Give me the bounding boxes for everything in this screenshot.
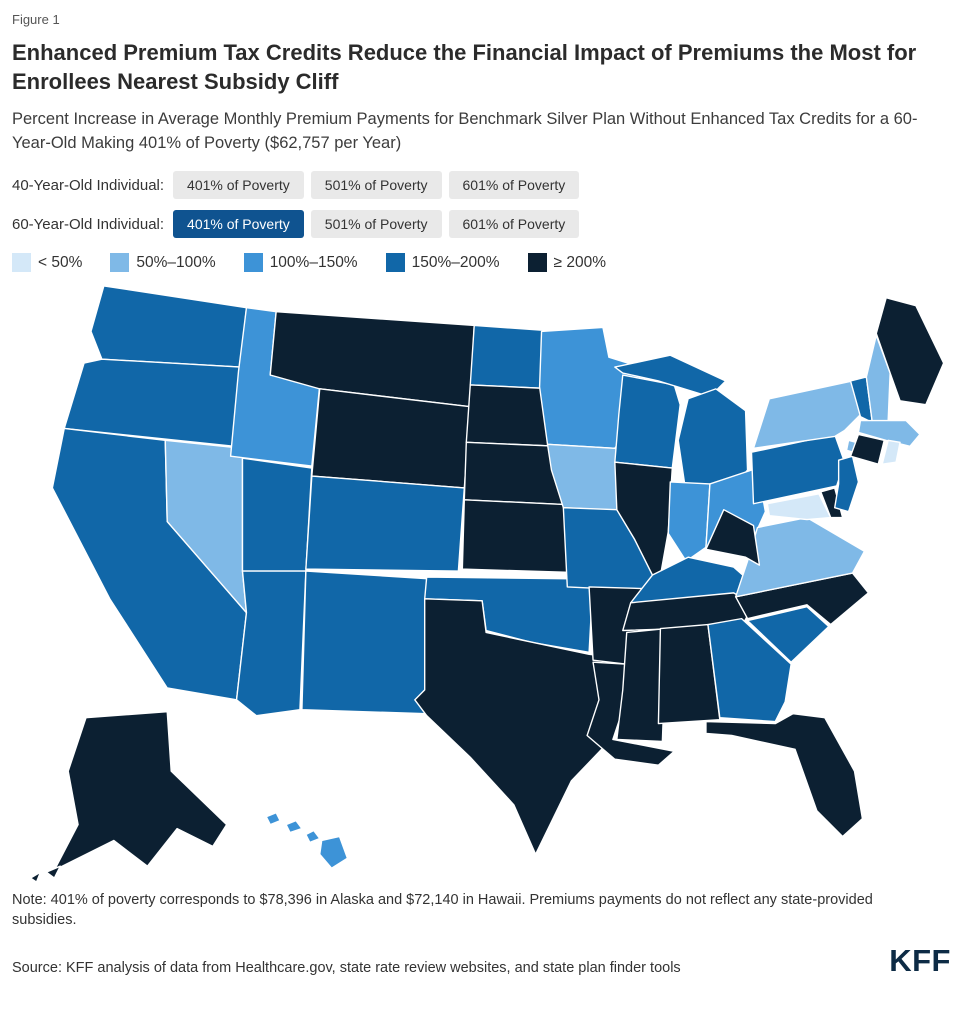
page-title: Enhanced Premium Tax Credits Reduce the … <box>12 40 917 94</box>
legend-swatch <box>12 253 31 273</box>
legend-item: 100%–150% <box>243 253 358 273</box>
state-hi[interactable] <box>285 819 303 834</box>
note-text: Note: 401% of poverty corresponds to $78… <box>12 892 873 929</box>
page: Figure 1 Enhanced Premium Tax Credits Re… <box>12 12 957 976</box>
map-legend: < 50% 50%–100% 100%–150% 150%–200% ≥ 200% <box>12 253 957 273</box>
age-control-row: 60-Year-Old Individual: 401% of Poverty 50… <box>12 210 957 239</box>
state-wa[interactable] <box>90 285 248 368</box>
poverty-option-button[interactable]: 401% of Poverty <box>173 210 304 239</box>
poverty-option-button[interactable]: 601% of Poverty <box>448 171 580 200</box>
age-poverty-controls: 40-Year-Old Individual: 401% of Poverty 50… <box>12 171 957 239</box>
state-md[interactable] <box>766 493 832 521</box>
legend-label: 100%–150% <box>269 253 358 271</box>
state-ak[interactable] <box>29 871 42 883</box>
state-ri[interactable] <box>881 439 901 465</box>
chart-subtitle: Percent Increase in Average Monthly Prem… <box>12 110 918 152</box>
state-wi[interactable] <box>614 374 681 469</box>
state-hi[interactable] <box>319 835 349 869</box>
figure-label: Figure 1 <box>12 12 60 27</box>
us-choropleth-map <box>29 285 945 883</box>
state-ak[interactable] <box>53 711 228 871</box>
legend-label: 150%–200% <box>411 253 500 271</box>
state-nj[interactable] <box>833 455 860 513</box>
legend-item: 50%–100% <box>110 253 216 273</box>
state-ct[interactable] <box>849 433 885 465</box>
legend-label: ≥ 200% <box>553 253 606 271</box>
state-hi[interactable] <box>265 812 281 826</box>
state-ga[interactable] <box>707 617 792 723</box>
state-az[interactable] <box>235 570 307 717</box>
legend-label: < 50% <box>38 253 83 271</box>
legend-label: 50%–100% <box>136 253 216 271</box>
age-control-row: 40-Year-Old Individual: 401% of Poverty 50… <box>12 171 957 200</box>
legend-swatch <box>385 253 405 273</box>
state-co[interactable] <box>305 475 466 572</box>
legend-swatch <box>243 253 263 273</box>
legend-swatch <box>527 253 547 273</box>
source-text: Source: KFF analysis of data from Health… <box>12 960 681 977</box>
legend-item: 150%–200% <box>385 253 500 273</box>
state-or[interactable] <box>63 358 242 448</box>
state-fl[interactable] <box>705 713 864 838</box>
state-de[interactable] <box>820 487 844 519</box>
state-tx[interactable] <box>414 598 622 856</box>
state-ny[interactable] <box>752 380 862 450</box>
poverty-option-button[interactable]: 501% of Poverty <box>310 171 442 200</box>
control-row-label: 40-Year-Old Individual: <box>12 176 165 194</box>
state-ak[interactable] <box>45 865 61 879</box>
legend-item: ≥ 200% <box>527 253 606 273</box>
legend-item: < 50% <box>12 253 83 273</box>
state-ma[interactable] <box>857 419 921 448</box>
state-sc[interactable] <box>746 606 830 663</box>
state-wy[interactable] <box>311 388 471 489</box>
poverty-option-button[interactable]: 501% of Poverty <box>310 210 442 239</box>
control-row-label: 60-Year-Old Individual: <box>12 215 165 233</box>
state-in[interactable] <box>667 481 711 562</box>
state-me[interactable] <box>875 297 945 406</box>
poverty-option-button[interactable]: 601% of Poverty <box>448 210 580 239</box>
state-al[interactable] <box>657 623 721 725</box>
state-nm[interactable] <box>301 570 434 715</box>
poverty-option-button[interactable]: 401% of Poverty <box>173 171 304 200</box>
kff-logo: KFF <box>889 943 951 979</box>
legend-swatch <box>110 253 130 273</box>
state-ut[interactable] <box>241 457 313 572</box>
state-wv[interactable] <box>705 509 761 566</box>
state-hi[interactable] <box>305 829 321 844</box>
footer: Source: KFF analysis of data from Health… <box>12 945 957 976</box>
